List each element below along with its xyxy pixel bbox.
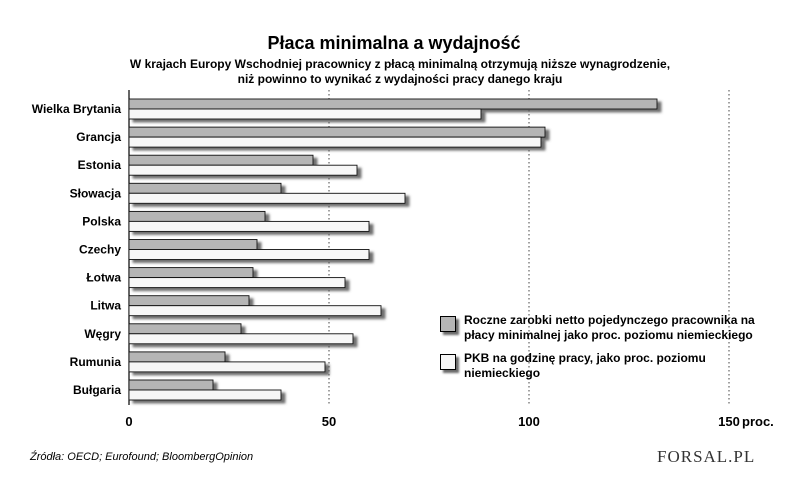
- chart-legend: Roczne zarobki netto pojedynczego pracow…: [436, 313, 776, 389]
- x-tick-label: 100: [518, 414, 540, 429]
- bar-gdp: [128, 249, 370, 260]
- bar-gdp: [128, 108, 482, 120]
- bar-gdp: [128, 192, 406, 204]
- bar-wages: [128, 98, 658, 110]
- category-label: Czechy: [79, 243, 121, 257]
- bar-gdp: [128, 305, 382, 317]
- category-label: Łotwa: [86, 271, 121, 285]
- bar-wages: [128, 126, 546, 138]
- chart-subtitle: W krajach Europy Wschodniej pracownicy z…: [120, 57, 680, 87]
- bar-wages: [128, 154, 314, 166]
- subtitle-line-1: W krajach Europy Wschodniej pracownicy z…: [129, 57, 671, 71]
- bar-wages: [128, 351, 226, 363]
- bar-gdp: [128, 220, 370, 232]
- bar-gdp: [128, 333, 354, 345]
- bar-wages: [128, 295, 250, 307]
- category-label: Słowacja: [70, 186, 122, 200]
- bar-wages: [128, 267, 254, 279]
- category-label: Wielka Brytania: [32, 102, 122, 116]
- bar-wages: [128, 379, 214, 391]
- bar-wages: [128, 182, 282, 194]
- bar-gdp: [128, 361, 326, 373]
- legend-swatch-wages: [440, 316, 456, 332]
- bar-gdp: [128, 389, 282, 401]
- bar-wages: [128, 210, 266, 222]
- bar-gdp: [128, 277, 346, 289]
- forsal-logo: FORSAL.PL: [657, 447, 756, 466]
- legend-label-wages: Roczne zarobki netto pojedynczego pracow…: [464, 313, 755, 342]
- x-tick-label: 50: [322, 414, 336, 429]
- legend-item-gdp: PKB na godzinę pracy, jako proc. poziomu…: [436, 351, 776, 381]
- category-label: Węgry: [84, 327, 121, 341]
- category-label: Polska: [82, 214, 121, 228]
- legend-label-gdp: PKB na godzinę pracy, jako proc. poziomu…: [464, 351, 706, 380]
- bar-wages: [128, 239, 258, 250]
- category-label: Estonia: [78, 158, 122, 172]
- x-axis-unit: proc.: [742, 414, 774, 429]
- bar-gdp: [128, 164, 358, 176]
- legend-swatch-gdp: [440, 354, 456, 370]
- x-tick-label: 0: [125, 414, 132, 429]
- category-label: Grancja: [76, 130, 121, 144]
- subtitle-line-2: niż powinno to wynikać z wydajności prac…: [237, 72, 563, 86]
- bar-gdp: [128, 136, 542, 148]
- source-note: Źródła: OECD; Eurofound; BloombergOpinio…: [30, 451, 254, 463]
- chart-title: Płaca minimalna a wydajność: [267, 33, 521, 53]
- x-tick-label: 150: [718, 414, 740, 429]
- category-label: Rumunia: [70, 355, 122, 369]
- category-label: Litwa: [90, 299, 121, 313]
- category-label: Bułgaria: [73, 383, 121, 397]
- legend-item-wages: Roczne zarobki netto pojedynczego pracow…: [436, 313, 776, 343]
- bar-wages: [128, 323, 242, 335]
